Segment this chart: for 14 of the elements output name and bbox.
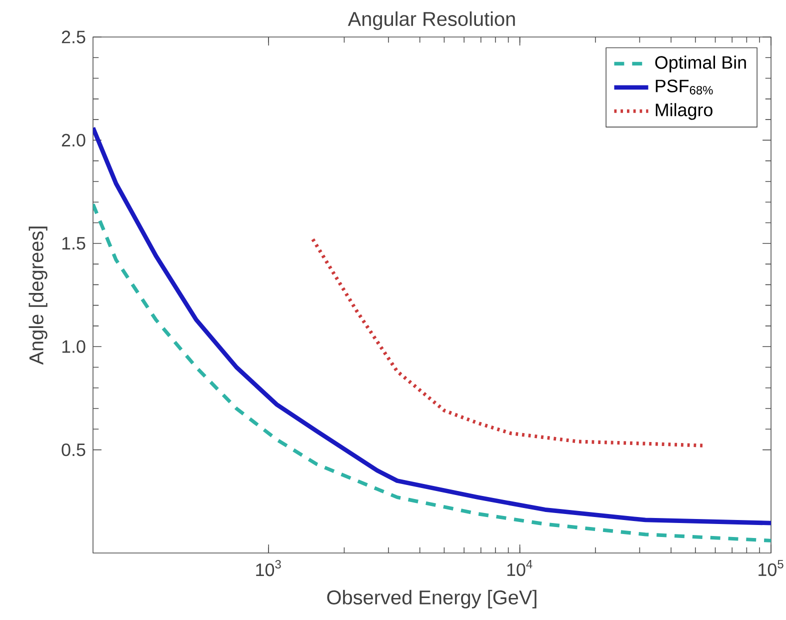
y-tick-label: 1.0 <box>62 340 86 353</box>
y-tick-label: 1.5 <box>62 237 86 250</box>
y-tick-label: 2.0 <box>62 134 86 147</box>
x-tick-label: 10$^{5}$ <box>758 560 784 576</box>
y-axis-title: Angle [degrees] <box>28 226 48 365</box>
x-tick-label: 10$^{4}$ <box>507 560 532 576</box>
chart-title: Angular Resolution <box>348 11 515 30</box>
x-tick-label: 10$^{3}$ <box>256 560 281 576</box>
legend-label: PSF$_{68%}$ <box>656 80 713 94</box>
legend-label: Optimal Bin <box>655 56 746 72</box>
y-tick-label: 2.5 <box>62 30 86 44</box>
legend-label: Milagro <box>656 103 712 120</box>
x-axis-title: Observed Energy [GeV] <box>327 590 536 608</box>
y-tick-label: 0.5 <box>62 443 86 456</box>
